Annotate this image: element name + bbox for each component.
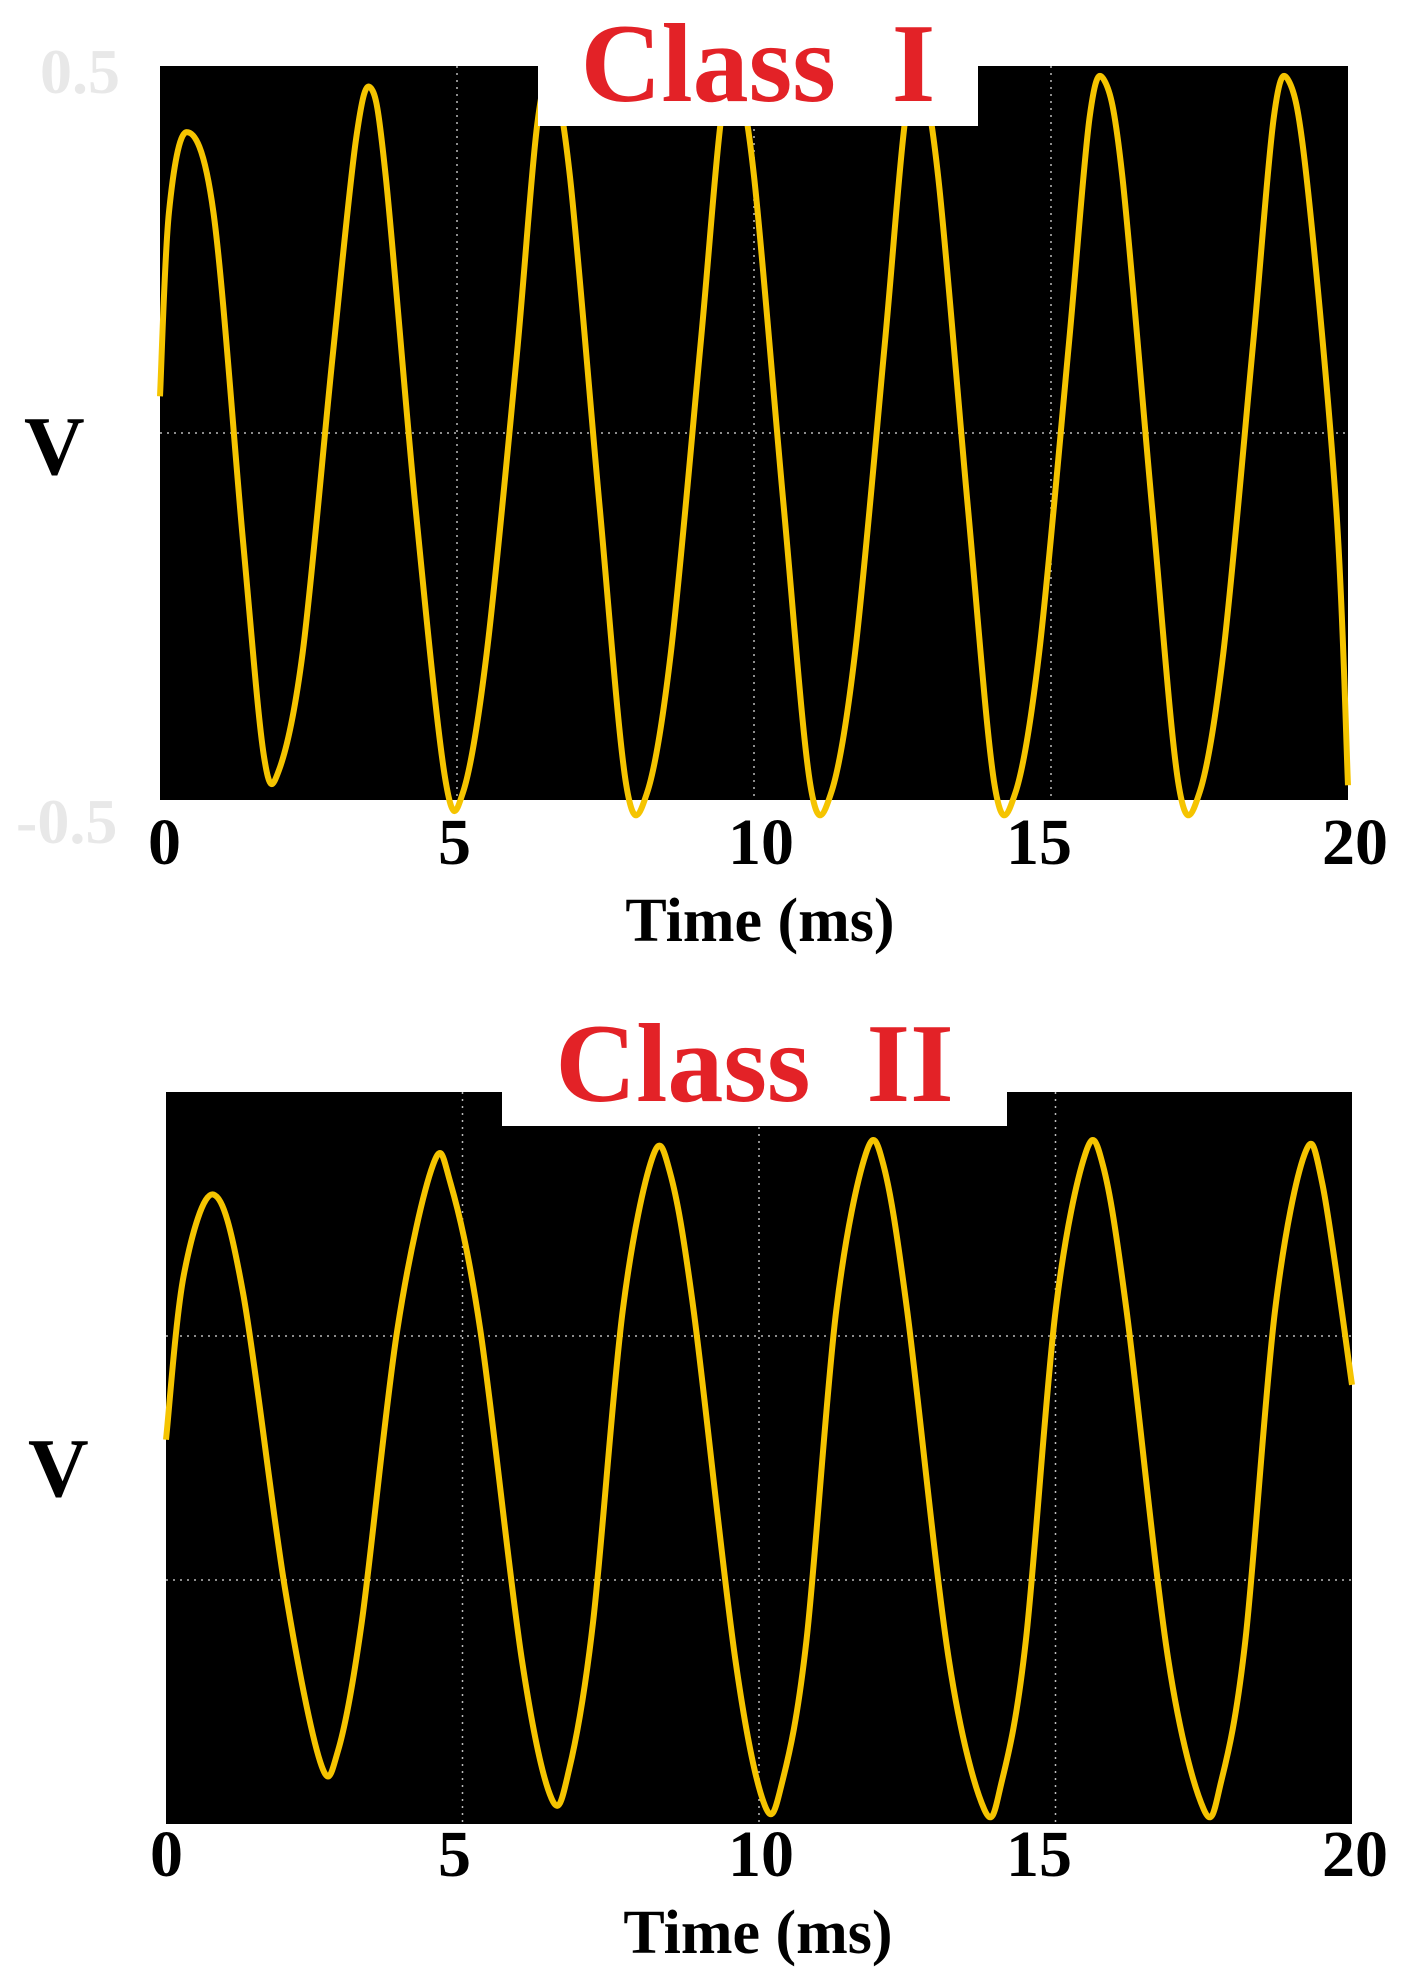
x-tick-label: 20 (1322, 806, 1388, 879)
chart-title-class-2: Class II (502, 1008, 1007, 1126)
x-tick-label: 15 (1006, 806, 1072, 879)
chart-panel-class-1: 0.5 -0.5 Class I V 0 5 10 15 20 Time (ms… (0, 0, 1424, 960)
chart-panel-class-2: Class II V 0 5 10 15 20 Time (ms) (0, 980, 1424, 1985)
x-tick-label: 10 (728, 1818, 794, 1891)
x-axis-label-class-1: Time (ms) (625, 887, 895, 955)
y-tick-faint-bottom: -0.5 (16, 786, 118, 857)
y-tick-faint-top: 0.5 (40, 36, 120, 107)
plot-area-class-1 (157, 66, 1351, 819)
chart-title-class-1: Class I (538, 8, 978, 126)
x-tick-label: 20 (1322, 1818, 1388, 1891)
x-axis-label-class-2: Time (ms) (623, 1899, 893, 1967)
x-tick-label: 15 (1006, 1818, 1072, 1891)
x-tick-label: 0 (148, 806, 181, 879)
series-line-voltage (157, 73, 1351, 819)
x-tick-label: 5 (438, 1818, 471, 1891)
plot-area-class-2 (163, 1092, 1355, 1824)
x-tick-label: 5 (438, 806, 471, 879)
x-tick-label: 10 (728, 806, 794, 879)
series-line-voltage (163, 1137, 1355, 1821)
x-tick-label: 0 (150, 1818, 183, 1891)
y-axis-label-class-1: V (24, 400, 85, 493)
y-axis-label-class-2: V (28, 1422, 89, 1515)
